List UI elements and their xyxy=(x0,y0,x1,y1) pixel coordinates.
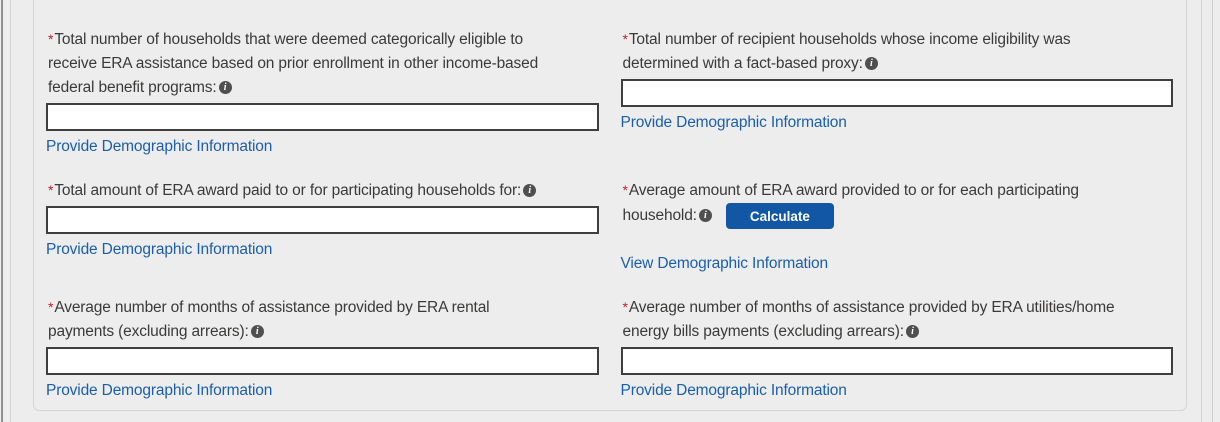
required-asterisk: * xyxy=(48,182,54,198)
field-total-era-award: *Total amount of ERA award paid to or fo… xyxy=(46,178,599,273)
categorically-eligible-input[interactable] xyxy=(46,103,599,131)
provide-demographic-link[interactable]: Provide Demographic Information xyxy=(46,382,273,399)
scrollbar-track-edge xyxy=(1212,0,1213,422)
outer-container-right-border xyxy=(1201,0,1202,422)
field-label: *Total amount of ERA award paid to or fo… xyxy=(46,178,599,203)
required-asterisk: * xyxy=(48,31,54,47)
provide-demographic-link[interactable]: Provide Demographic Information xyxy=(620,114,847,131)
field-categorically-eligible: *Total number of households that were de… xyxy=(46,27,599,156)
required-asterisk: * xyxy=(622,182,628,198)
average-months-rental-input[interactable] xyxy=(46,347,599,375)
provide-demographic-link[interactable]: Provide Demographic Information xyxy=(46,138,273,155)
field-label: *Average number of months of assistance … xyxy=(622,299,1115,340)
field-average-era-award: *Average amount of ERA award provided to… xyxy=(621,178,1174,273)
window-edge-line xyxy=(1,0,3,422)
info-icon[interactable]: i xyxy=(698,209,712,223)
field-average-months-utilities: *Average number of months of assistance … xyxy=(620,295,1173,400)
average-months-utilities-input[interactable] xyxy=(620,347,1173,375)
field-fact-based-proxy: *Total number of recipient households wh… xyxy=(620,27,1173,156)
field-average-months-rental: *Average number of months of assistance … xyxy=(46,295,599,400)
required-asterisk: * xyxy=(622,299,628,315)
required-asterisk: * xyxy=(622,31,628,47)
info-icon[interactable]: i xyxy=(250,325,264,338)
link-row: View Demographic Information xyxy=(621,255,1174,273)
info-icon[interactable]: i xyxy=(523,184,537,197)
info-icon[interactable]: i xyxy=(864,57,878,70)
field-label: *Total number of recipient households wh… xyxy=(622,31,1071,72)
fact-based-proxy-input[interactable] xyxy=(620,79,1173,107)
required-asterisk: * xyxy=(48,299,54,315)
field-label: *Total number of households that were de… xyxy=(48,31,539,96)
calculate-button[interactable]: Calculate xyxy=(725,203,834,229)
field-label: *Average number of months of assistance … xyxy=(48,299,490,340)
era-report-fields-panel: *Total number of households that were de… xyxy=(33,0,1187,411)
outer-container-left-border xyxy=(10,0,11,422)
field-label: *Average amount of ERA award provided to… xyxy=(621,178,1174,229)
provide-demographic-link[interactable]: Provide Demographic Information xyxy=(46,241,273,258)
info-icon[interactable]: i xyxy=(905,325,919,338)
view-demographic-link[interactable]: View Demographic Information xyxy=(620,255,829,272)
total-era-award-input[interactable] xyxy=(46,206,599,234)
info-icon[interactable]: i xyxy=(218,81,232,94)
provide-demographic-link[interactable]: Provide Demographic Information xyxy=(620,382,847,399)
